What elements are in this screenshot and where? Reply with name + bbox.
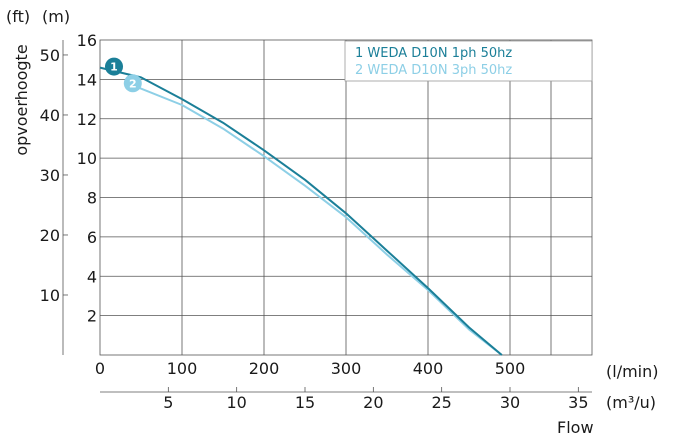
y-tick-label-ft: 30	[40, 166, 60, 185]
legend-box	[344, 40, 593, 82]
x-tick-label-m3h: 25	[431, 393, 451, 412]
y-tick-label-ft: 40	[40, 106, 60, 125]
chart-series: 12	[99, 57, 503, 356]
series-marker-label-2: 2	[129, 77, 137, 90]
y-tick-label-m: 12	[77, 110, 97, 129]
x-tick-label-m3h: 5	[163, 393, 173, 412]
series-marker-1	[105, 57, 123, 76]
series-marker-label-1: 1	[110, 61, 118, 74]
x-tick-label-lmin: 500	[495, 359, 526, 378]
y-tick-label-m: 6	[87, 228, 97, 247]
chart-grid	[99, 39, 593, 356]
series-line-2	[132, 84, 503, 356]
x-unit-secondary: (m³/u)	[606, 393, 656, 412]
y-tick-label-m: 4	[87, 267, 97, 286]
x-tick-label-m3h: 20	[363, 393, 383, 412]
y-tick-label-m: 10	[77, 149, 97, 168]
x-tick-label-m3h: 30	[500, 393, 520, 412]
x-axis-label: Flow	[557, 418, 594, 437]
x-tick-label-lmin: 0	[95, 359, 105, 378]
y-unit-secondary: (ft)	[6, 7, 30, 26]
series-marker-2	[123, 74, 142, 93]
y-unit-primary: (m)	[42, 7, 70, 26]
x-tick-label-m3h: 35	[568, 393, 588, 412]
x-tick-label-lmin: 200	[249, 359, 280, 378]
y-tick-label-ft: 10	[40, 286, 60, 305]
y-tick-label-m: 2	[87, 307, 97, 326]
y-tick-label-m: 14	[77, 70, 97, 89]
x-tick-label-lmin: 300	[331, 359, 362, 378]
legend-entry-1: 1 WEDA D10N 1ph 50hz	[355, 46, 512, 61]
x-unit-primary: (l/min)	[606, 362, 659, 381]
series-line-1	[99, 66, 503, 356]
y-tick-label-ft: 20	[40, 226, 60, 245]
x-tick-label-m3h: 10	[226, 393, 246, 412]
y-tick-label-m: 8	[87, 189, 97, 208]
legend-entry-2: 2 WEDA D10N 3ph 50hz	[355, 63, 512, 78]
x-tick-label-lmin: 400	[413, 359, 444, 378]
x-tick-label-lmin: 100	[167, 359, 198, 378]
x-tick-label-m3h: 15	[295, 393, 315, 412]
chart-axes	[62, 40, 592, 393]
y-axis-label: opvoerhoogte	[12, 44, 31, 155]
y-tick-label-ft: 50	[40, 46, 60, 65]
y-tick-label-m: 16	[77, 31, 97, 50]
